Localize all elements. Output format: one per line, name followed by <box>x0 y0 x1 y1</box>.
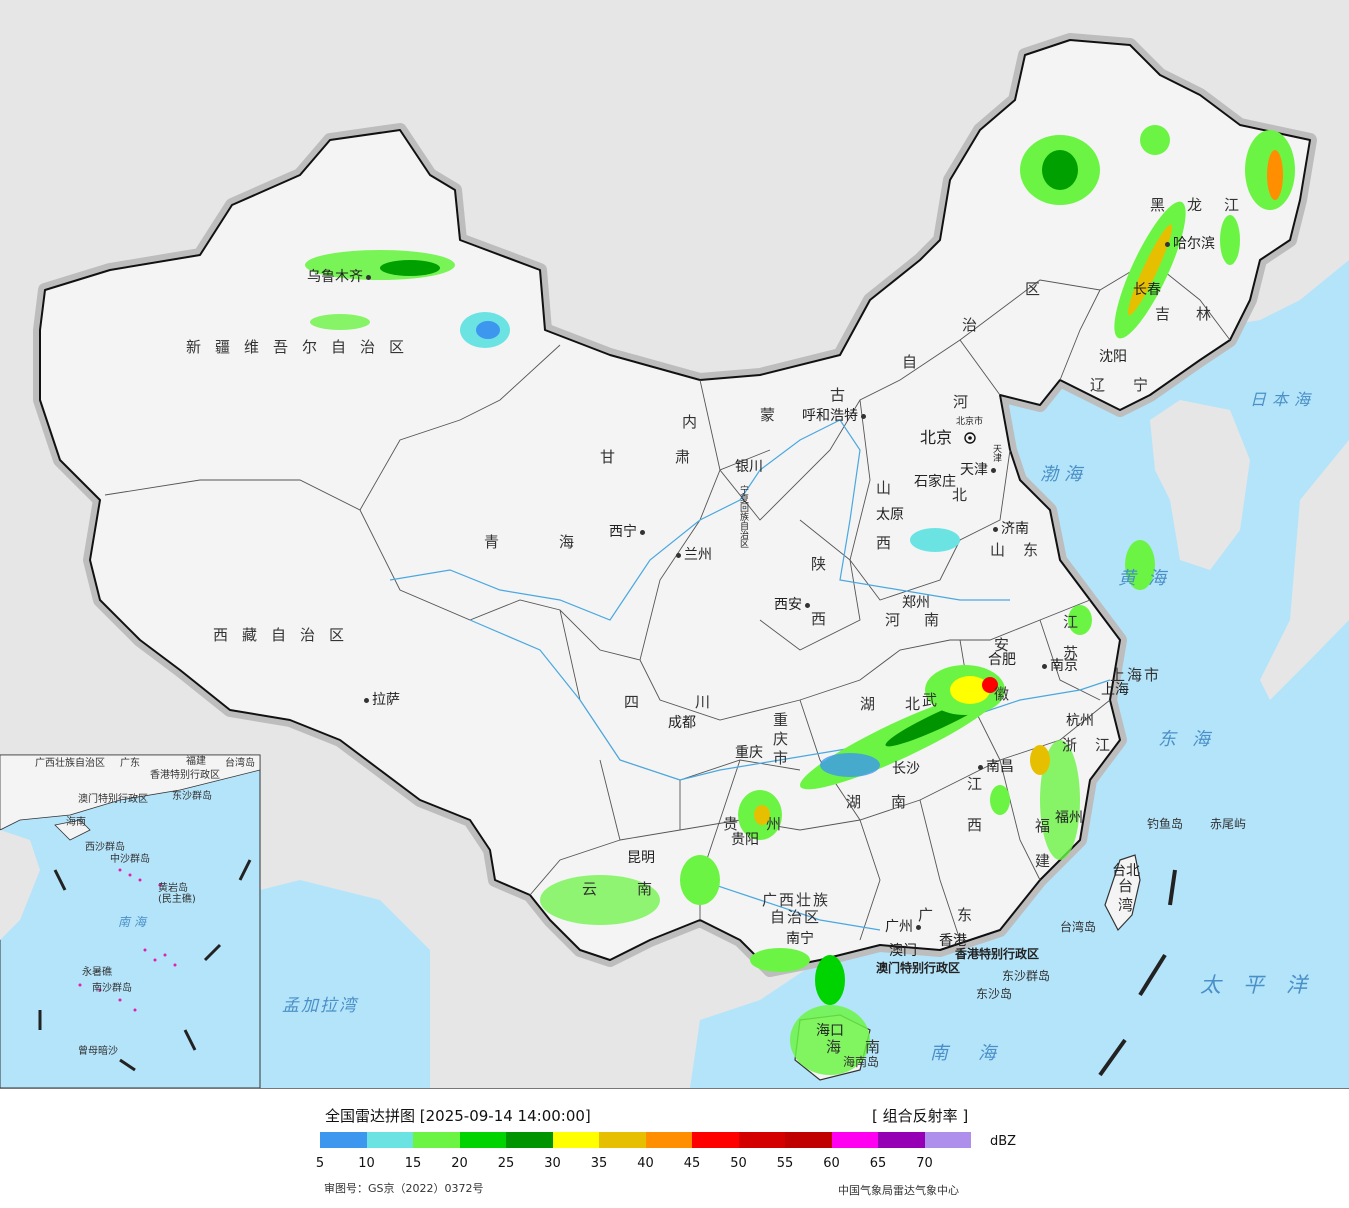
echo-hainan <box>790 955 870 1075</box>
map-approval-number: 审图号：GS京（2022）0372号 <box>324 1182 484 1195</box>
colorbar-tick-45: 45 <box>683 1156 701 1171</box>
colorbar-tick-55: 55 <box>776 1156 794 1171</box>
radar-echoes <box>305 125 1295 1075</box>
colorbar-tick-25: 25 <box>497 1156 515 1171</box>
echo-zhejiang-fujian <box>990 740 1080 860</box>
legend-product: [ 组合反射率 ] <box>872 1107 969 1125</box>
colorbar-tick-50: 50 <box>730 1156 747 1171</box>
reflectivity-colorbar <box>320 1132 971 1148</box>
colorbar-tick-15: 15 <box>404 1156 422 1171</box>
echo-xinjiang-north <box>305 250 455 330</box>
colorbar-cell-5 <box>552 1132 599 1148</box>
echo-guizhou <box>738 790 782 840</box>
legend-title: 全国雷达拼图 [2025-09-14 14:00:00] <box>325 1107 591 1125</box>
japan-land <box>1260 440 1349 700</box>
colorbar-tick-40: 40 <box>637 1156 654 1171</box>
colorbar-tick-60: 60 <box>823 1156 840 1171</box>
taiwan-island <box>1104 854 1141 932</box>
colorbar-tick-35: 35 <box>590 1156 608 1171</box>
colorbar-cell-10 <box>785 1132 832 1148</box>
colorbar-cell-12 <box>878 1132 925 1148</box>
colorbar-tick-20: 20 <box>451 1156 468 1171</box>
colorbar-tick-30: 30 <box>544 1156 561 1171</box>
echo-xinjiang-east <box>460 312 510 348</box>
south-sea-dashes <box>1098 869 1177 1077</box>
echo-yellow-sea <box>1068 540 1155 635</box>
colorbar-cell-2 <box>413 1132 460 1148</box>
rivers <box>389 419 1111 931</box>
colorbar-cell-8 <box>692 1132 739 1148</box>
colorbar-cell-7 <box>645 1132 692 1148</box>
beijing-capital-marker <box>964 432 976 444</box>
colorbar-cell-11 <box>831 1132 878 1148</box>
echo-yangtze <box>800 665 1005 790</box>
colorbar-tick-labels: 5 10 15 20 25 30 35 40 45 50 55 60 65 70 <box>0 1156 1349 1172</box>
south-sea-inset <box>0 754 261 1088</box>
korea-land <box>1150 400 1250 570</box>
legend-panel: 全国雷达拼图 [2025-09-14 14:00:00] [ 组合反射率 ] 5… <box>0 1089 1349 1208</box>
data-source: 中国气象局雷达气象中心 <box>838 1184 959 1197</box>
colorbar-cell-3 <box>459 1132 506 1148</box>
colorbar-cell-4 <box>506 1132 553 1148</box>
echo-yunnan-guangxi <box>540 855 810 972</box>
colorbar-cell-13 <box>924 1132 971 1148</box>
colorbar-tick-65: 65 <box>869 1156 887 1171</box>
echo-hebei <box>910 528 960 552</box>
colorbar-tick-70: 70 <box>916 1156 933 1171</box>
colorbar-cell-0 <box>320 1132 367 1148</box>
china-radar-map <box>0 0 1349 1088</box>
echo-northeast <box>1020 125 1295 339</box>
province-borders <box>104 259 1231 941</box>
legend-unit: dBZ <box>990 1134 1017 1149</box>
colorbar-cell-1 <box>366 1132 413 1148</box>
colorbar-cell-9 <box>738 1132 785 1148</box>
map-panel[interactable]: 新疆维吾尔自治区 西藏自治区 青海 甘肃 内 蒙 古 自 治 区 黑龙江 吉林 … <box>0 0 1349 1089</box>
colorbar-tick-5: 5 <box>315 1156 325 1171</box>
colorbar-tick-10: 10 <box>358 1156 375 1171</box>
colorbar-cell-6 <box>599 1132 646 1148</box>
